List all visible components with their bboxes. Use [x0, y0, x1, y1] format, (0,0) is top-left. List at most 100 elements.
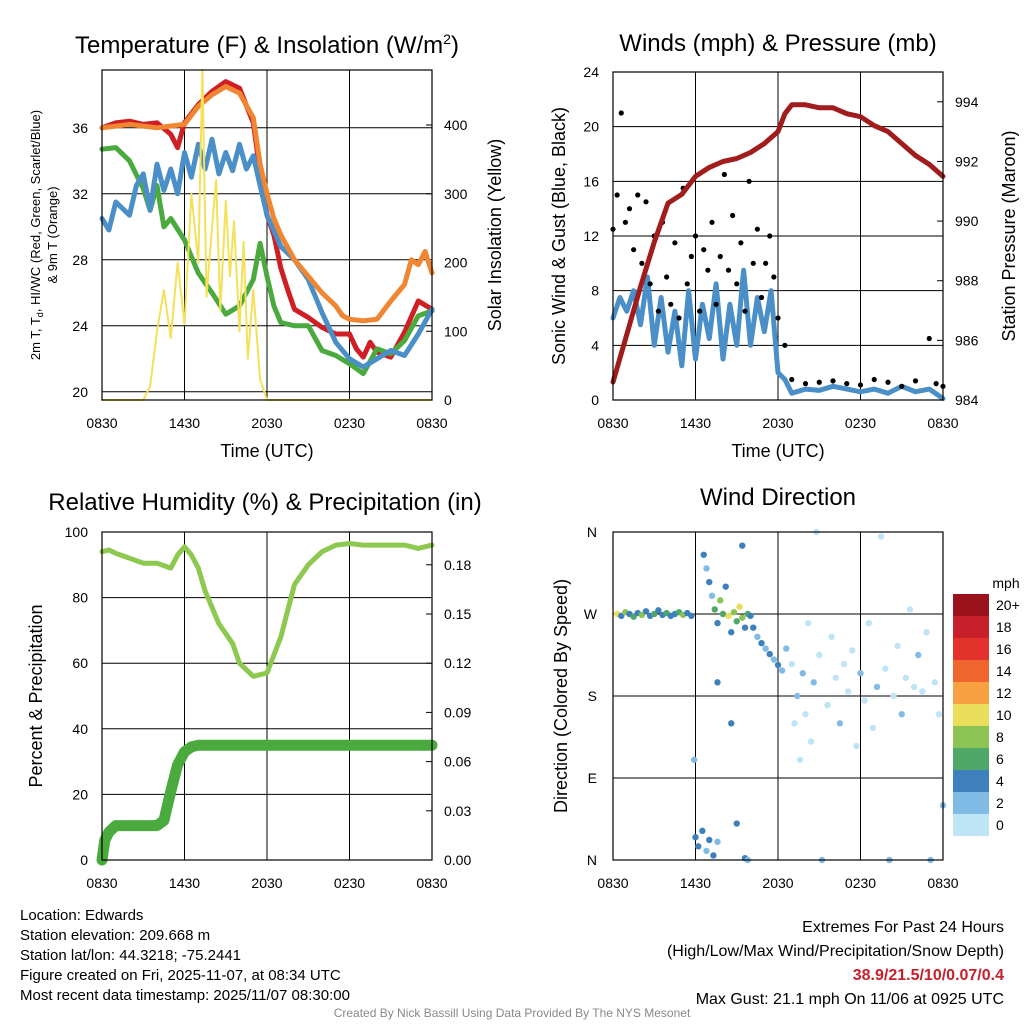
direction-point [923, 629, 930, 636]
rh-xtick-label: 0230 [334, 875, 365, 891]
direction-point [794, 692, 801, 700]
dir-ytick-label: N [587, 852, 597, 868]
temp-ytick-label: 24 [72, 318, 88, 334]
gust-point [857, 382, 864, 388]
rh-y2tick-label: 0.15 [444, 606, 471, 622]
gust-point [688, 253, 694, 260]
temp-ytick-label: 20 [72, 384, 88, 400]
wind-ytick-label: 16 [583, 173, 599, 189]
wind-y2tick-label: 986 [955, 332, 979, 348]
direction-point [754, 633, 761, 640]
direction-point [733, 820, 740, 827]
rh-xtick-label: 2030 [251, 875, 282, 891]
rh-ytick-label: 20 [72, 786, 88, 802]
gust-point [746, 178, 752, 184]
direction-point [719, 610, 727, 618]
wind-xtick-label: 1430 [680, 415, 711, 431]
gust-point [738, 240, 744, 246]
direction-point [849, 647, 856, 654]
direction-point [714, 679, 721, 686]
direction-point [853, 742, 860, 750]
temp-y2tick-label: 0 [444, 392, 452, 408]
rh-xtick-label: 1430 [169, 875, 200, 891]
direction-point [766, 650, 773, 658]
direction-point [910, 683, 918, 691]
direction-point [699, 827, 706, 835]
rh-y2tick-label: 0.12 [444, 655, 471, 671]
direction-point [861, 697, 868, 704]
wind-y2tick-label: 992 [955, 153, 979, 169]
direction-point [844, 688, 852, 695]
info-recent: Most recent data timestamp: 2025/11/07 0… [20, 987, 350, 1004]
direction-point [873, 683, 881, 691]
temp-xtick-label: 0830 [86, 415, 117, 431]
gust-point [684, 281, 690, 287]
legend-swatch [953, 682, 989, 704]
gust-point [789, 376, 795, 383]
legend-label: 6 [996, 751, 1004, 767]
gust-point [844, 381, 850, 387]
gust-point [782, 342, 788, 348]
wind-y2tick-label: 990 [955, 213, 979, 229]
direction-point [747, 612, 754, 620]
gust-point [899, 383, 905, 389]
direction-point [865, 619, 872, 627]
direction-point [714, 619, 721, 627]
speed-legend: 20+ 18 16 14 12 10 8 6 4 2 0 [953, 594, 1020, 836]
direction-point [708, 592, 716, 599]
direction-point [778, 667, 786, 674]
direction-point [618, 612, 625, 620]
humidity-ylabel-left: Percent & Precipitation [26, 604, 46, 787]
direction-point [733, 618, 740, 625]
rh-ytick-label: 80 [72, 590, 88, 606]
legend-label: 10 [996, 707, 1012, 723]
rh-xtick-label: 0830 [416, 875, 447, 891]
gust-point [750, 260, 756, 266]
direction-point [690, 756, 698, 763]
gust-point [912, 378, 919, 384]
gust-point [767, 233, 773, 239]
direction-point [802, 711, 809, 718]
direction-point [750, 624, 757, 631]
direction-point [774, 661, 782, 669]
gust-point [763, 260, 769, 266]
wind-ytick-label: 8 [591, 283, 599, 299]
direction-point [700, 551, 707, 558]
legend-swatch [953, 814, 989, 836]
legend-label: 2 [996, 795, 1004, 811]
direction-point [890, 692, 897, 700]
extremes-subtitle: (High/Low/Max Wind/Precipitation/Snow De… [666, 943, 1004, 960]
direction-point [741, 624, 749, 631]
direction-point [722, 583, 729, 590]
hi-wc-line [99, 136, 435, 370]
gust-point [717, 253, 723, 260]
legend-swatch [953, 748, 989, 770]
winds-panel: Winds (mph) & Pressure (mb) Time (UTC) S… [549, 30, 1019, 461]
direction-point [695, 843, 702, 850]
gust-point [631, 247, 637, 253]
gust-point [830, 378, 836, 384]
winds-title: Winds (mph) & Pressure (mb) [619, 30, 936, 57]
precipitation-line [96, 739, 438, 866]
rh-y2tick-label: 0.06 [444, 754, 471, 770]
gust-point [926, 335, 932, 342]
temp-ytick-label: 32 [72, 186, 88, 202]
temp-plot-frame [101, 69, 433, 401]
wind-xtick-label: 0830 [597, 415, 628, 431]
direction-point [931, 679, 938, 686]
wind-y2tick-label: 994 [955, 94, 979, 110]
wind-ytick-label: 20 [583, 119, 599, 135]
direction-point [711, 606, 718, 613]
gust-point [742, 308, 748, 314]
gust-point [697, 308, 703, 314]
direction-point [706, 836, 713, 844]
gust-point [734, 281, 740, 287]
info-created: Figure created on Fri, 2025-11-07, at 08… [20, 967, 341, 984]
direction-point [703, 847, 710, 855]
gust-point [639, 260, 645, 266]
direction-point [882, 665, 889, 672]
relative-humidity-line [99, 541, 435, 679]
direction-point [906, 606, 914, 613]
winds-ylabel-right: Station Pressure (Maroon) [999, 130, 1019, 341]
info-latlon: Station lat/lon: 44.3218; -75.2441 [20, 947, 242, 964]
